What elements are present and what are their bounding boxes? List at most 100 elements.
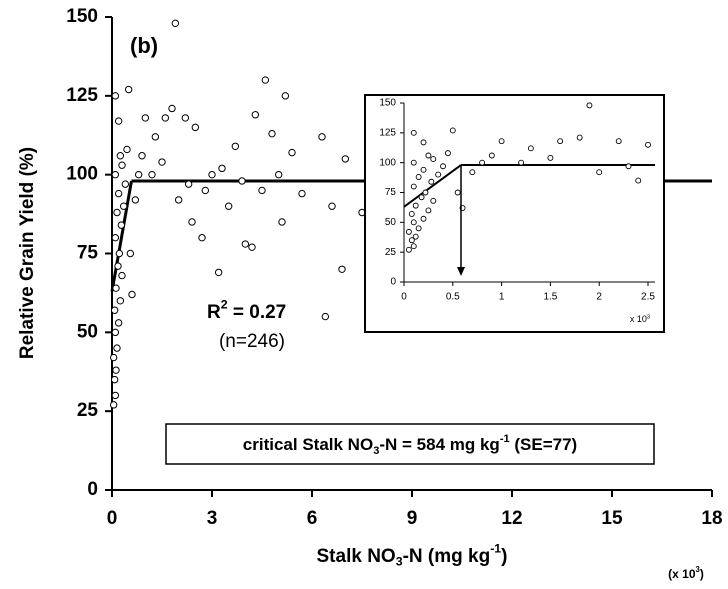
inset-data-point (576, 134, 583, 141)
inset-model-slope (403, 164, 462, 208)
data-point (116, 152, 125, 160)
inset-data-point (425, 207, 432, 214)
data-point (268, 129, 276, 138)
inset-data-point (635, 177, 642, 184)
data-point (318, 133, 326, 141)
r2-label-part: 2 (221, 298, 228, 312)
inset-data-point (420, 166, 427, 173)
critical-label-part: 3 (373, 445, 379, 457)
data-point (298, 189, 306, 198)
inset-data-point (430, 156, 437, 163)
data-point (109, 401, 118, 409)
inset-data-point (498, 138, 505, 145)
data-point (113, 344, 121, 352)
critical-label: critical Stalk NO3-N = 584 mg kg-1 (SE=7… (243, 433, 577, 457)
inset-data-point (408, 211, 415, 217)
inset-y-tick-label: 0 (390, 277, 396, 288)
inset-data-point (547, 154, 554, 161)
data-point (119, 202, 128, 210)
inset-data-point (479, 159, 486, 166)
data-point (321, 312, 330, 321)
data-point (168, 104, 176, 113)
inset-data-point (596, 169, 603, 176)
inset-data-point (410, 219, 417, 226)
x-axis-label-part: -1 (490, 542, 501, 556)
data-point (114, 319, 123, 327)
data-point (341, 155, 350, 163)
inset-data-point (412, 233, 419, 240)
inset-data-point (449, 127, 456, 134)
x-axis-label-part: -N (mg kg (403, 546, 491, 567)
data-point (238, 177, 246, 185)
x-axis-label-part: Stalk NO (317, 546, 396, 567)
panel-label: (b) (130, 33, 158, 58)
data-point (198, 234, 206, 242)
data-point (274, 170, 283, 179)
data-point (116, 297, 125, 305)
data-point (141, 114, 150, 122)
inset-data-point (405, 246, 412, 253)
inset-y-tick-label: 100 (379, 157, 396, 168)
data-point (126, 249, 135, 258)
x-tick-label: 18 (701, 508, 722, 529)
inset-x-tick-label: 1.5 (543, 292, 557, 303)
inset-data-point (410, 159, 417, 166)
x-multiplier: (x 103) (668, 565, 704, 581)
inset-data-point (435, 171, 442, 178)
x-axis-label-part: 3 (396, 555, 403, 569)
critical-label-part: -N = 584 mg kg (379, 435, 499, 454)
data-point (111, 92, 120, 100)
inset-data-point (410, 183, 417, 190)
data-point (241, 240, 250, 248)
data-point (281, 92, 290, 100)
data-point (338, 265, 346, 273)
inset-data-point (410, 129, 417, 136)
inset-data-point (418, 194, 425, 201)
data-point (174, 196, 183, 204)
data-point (261, 76, 270, 84)
y-tick-label: 0 (87, 479, 98, 500)
data-point (110, 375, 119, 384)
inset-data-point (408, 237, 415, 244)
inset-data-point (430, 197, 437, 204)
critical-box (165, 423, 655, 465)
y-axis-label: Relative Grain Yield (%) (17, 147, 38, 359)
data-point (112, 366, 120, 374)
inset-x-tick-label: 1 (499, 292, 505, 303)
data-point (111, 391, 120, 400)
inset-data-point (625, 163, 632, 170)
data-point (114, 262, 122, 270)
model-slope (110, 180, 133, 292)
data-point (258, 186, 266, 195)
x-axis-label-part: ) (501, 546, 507, 567)
data-point (208, 170, 216, 179)
data-point (214, 268, 223, 277)
inset-data-point (615, 138, 622, 145)
inset-data-point (645, 141, 651, 148)
r2-label-part: R (207, 302, 221, 323)
inset-data-point (420, 215, 427, 222)
data-point (110, 306, 119, 314)
critical-label-part: critical Stalk NO (243, 435, 373, 454)
data-point (231, 142, 240, 150)
inset-data-point (518, 159, 525, 166)
inset-x-tick-label: 0 (401, 292, 407, 303)
x-multiplier-part: ) (700, 567, 704, 581)
inset-x-multiplier-part: x 10 (630, 314, 647, 324)
data-point (218, 164, 226, 173)
data-point (158, 158, 166, 166)
y-tick-label: 100 (66, 164, 98, 185)
data-point (134, 170, 143, 179)
inset-x-multiplier-part: 3 (647, 314, 650, 320)
inset-y-tick-label: 75 (385, 187, 397, 198)
inset-data-point (415, 174, 422, 180)
data-point (114, 117, 123, 125)
data-point (123, 145, 131, 154)
inset-data-point (410, 243, 417, 250)
inset-data-point (586, 102, 593, 109)
x-tick-label: 9 (407, 508, 418, 529)
data-point (138, 152, 146, 160)
inset-data-point (412, 202, 419, 209)
